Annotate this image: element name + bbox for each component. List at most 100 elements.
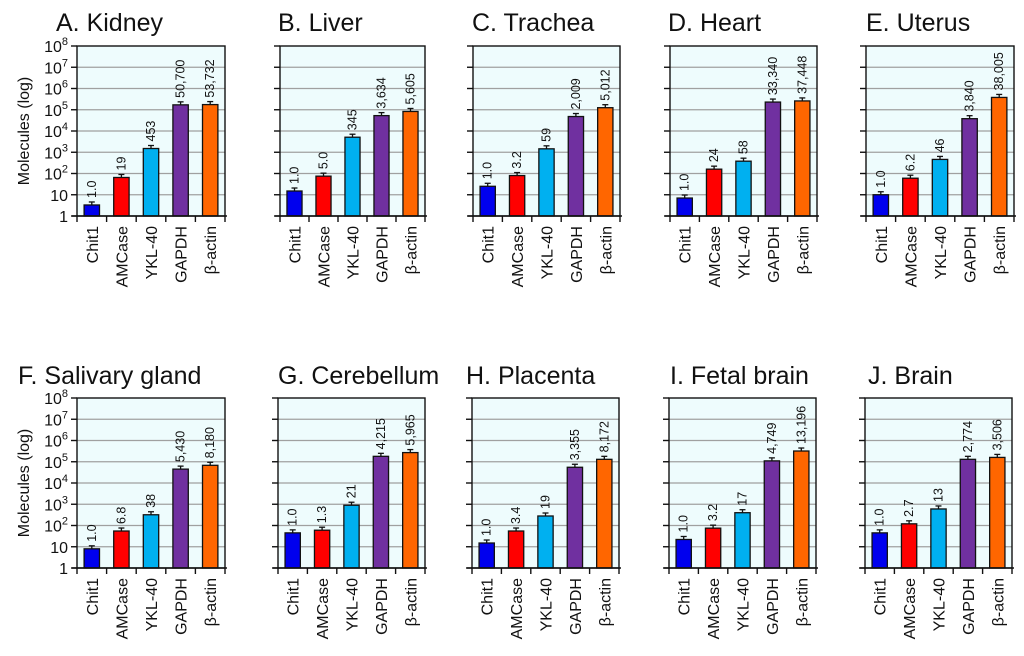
panel-i: 1.0 Chit1 3.2 AMCase 17 YKL-40 4,749 GAPDH 13,19…: [663, 362, 818, 639]
data-label: 1.3: [315, 506, 329, 523]
data-label: 5.0: [317, 152, 331, 169]
x-tick-label: Chit1: [286, 578, 303, 615]
x-tick-label: YKL-40: [737, 226, 754, 279]
panel-g: 1.0 Chit1 1.3 AMCase 21 YKL-40 4,215 GAPDH 5,965…: [272, 362, 439, 639]
data-label: 3.2: [510, 151, 524, 168]
bar--actin: [989, 456, 1006, 569]
bar-chit1: [675, 538, 692, 569]
panel-title: H. Placenta: [466, 362, 595, 390]
y-tick-label: 103: [44, 142, 68, 162]
panel-j: 1.0 Chit1 2.7 AMCase 13 YKL-40 2,774 GAPDH 3,506…: [859, 362, 1014, 639]
bar-gapdh: [764, 101, 782, 217]
x-tick-label: YKL-40: [345, 578, 362, 631]
bar--actin: [794, 100, 811, 217]
y-tick-label: 105: [44, 452, 68, 472]
bar-gapdh: [373, 114, 390, 217]
data-label: 3,506: [990, 419, 1004, 450]
x-tick-label: YKL-40: [144, 578, 161, 631]
y-tick-label: 104: [44, 121, 68, 141]
bar--actin: [990, 96, 1008, 217]
bar-chit1: [676, 197, 693, 217]
data-label: 50,700: [174, 60, 188, 98]
data-label: 8,172: [597, 421, 611, 452]
x-tick-label: Chit1: [873, 578, 890, 615]
bar-ykl-40: [142, 147, 160, 217]
panel-title: I. Fetal brain: [670, 362, 809, 390]
panel-b: 1.0 Chit1 5.0 AMCase 345 YKL-40 3,634 GAPDH 5,60…: [274, 9, 427, 287]
data-label: 4,749: [765, 423, 779, 454]
x-tick-label: β-actin: [203, 578, 220, 626]
bar-gapdh: [567, 115, 585, 217]
y-tick-label: 10: [50, 540, 68, 557]
x-tick-label: GAPDH: [963, 226, 980, 283]
panel-a: 1.0 Chit1 19 AMCase 453 YKL-40 50,700 GAPDH 53,7…: [16, 9, 227, 287]
bar-amcase: [113, 176, 130, 217]
x-tick-label: β-actin: [403, 578, 420, 626]
x-tick-label: AMCase: [706, 578, 723, 639]
x-tick-label: Chit1: [480, 578, 497, 615]
data-label: 3.4: [509, 507, 523, 524]
data-label: 17: [736, 492, 750, 506]
panel-title: C. Trachea: [472, 9, 594, 37]
data-label: 5,012: [598, 69, 612, 100]
data-label: 37,448: [795, 56, 809, 94]
bar-chit1: [83, 204, 101, 217]
bar-amcase: [508, 174, 526, 217]
data-label: 3,355: [568, 429, 582, 460]
bar-amcase: [902, 177, 919, 217]
bar-gapdh: [763, 460, 781, 569]
x-tick-label: GAPDH: [174, 578, 191, 635]
y-axis-label: Molecules (log): [16, 77, 33, 185]
data-label: 5,430: [174, 431, 188, 462]
data-label: 1.0: [288, 167, 302, 184]
data-label: 345: [346, 109, 360, 130]
data-label: 1.0: [85, 181, 99, 198]
y-tick-label: 108: [44, 36, 68, 56]
y-tick-label: 106: [44, 79, 68, 99]
y-tick-label: 106: [44, 431, 68, 451]
x-tick-label: β-actin: [597, 578, 614, 626]
bar-chit1: [479, 185, 496, 217]
data-label: 58: [737, 140, 751, 154]
bar-chit1: [872, 194, 890, 217]
data-label: 3,634: [375, 77, 389, 108]
y-tick-label: 107: [44, 57, 68, 77]
x-tick-label: Chit1: [678, 226, 695, 263]
data-label: 1.0: [677, 515, 691, 532]
data-label: 38: [144, 494, 158, 508]
data-label: 24: [707, 148, 721, 162]
panel-title: D. Heart: [668, 9, 761, 37]
x-tick-label: AMCase: [902, 578, 919, 639]
bar-ykl-40: [344, 136, 361, 217]
bar-gapdh: [172, 104, 189, 217]
bar--actin: [597, 107, 614, 217]
bar--actin: [201, 103, 219, 217]
data-label: 13: [932, 488, 946, 502]
x-tick-label: β-actin: [794, 578, 811, 626]
data-label: 5,965: [403, 414, 417, 445]
data-label: 6.8: [114, 507, 128, 524]
data-label: 6.2: [903, 154, 917, 171]
data-label: 53,732: [203, 59, 217, 97]
panel-title: J. Brain: [868, 362, 953, 390]
panel-e: 1.0 Chit1 6.2 AMCase 46 YKL-40 3,840 GAPDH 38,00…: [860, 9, 1016, 287]
bar-ykl-40: [735, 160, 752, 217]
y-tick-label: 105: [44, 100, 68, 120]
panel-d: 1.0 Chit1 24 AMCase 58 YKL-40 33,340 GAPDH 37,44…: [664, 9, 819, 287]
x-tick-label: β-actin: [203, 226, 220, 274]
x-tick-label: AMCase: [315, 578, 332, 639]
x-tick-label: GAPDH: [766, 226, 783, 283]
x-tick-label: AMCase: [509, 578, 526, 639]
x-tick-label: β-actin: [598, 226, 615, 274]
x-tick-label: AMCase: [707, 226, 724, 287]
data-label: 4,215: [374, 418, 388, 449]
bar-chit1: [284, 532, 301, 569]
bar-amcase: [507, 530, 525, 569]
data-label: 1.0: [85, 524, 99, 541]
x-tick-label: β-actin: [404, 226, 421, 274]
x-tick-label: YKL-40: [933, 226, 950, 279]
data-label: 59: [540, 128, 554, 142]
x-tick-label: Chit1: [481, 226, 498, 263]
x-tick-label: GAPDH: [174, 226, 191, 283]
